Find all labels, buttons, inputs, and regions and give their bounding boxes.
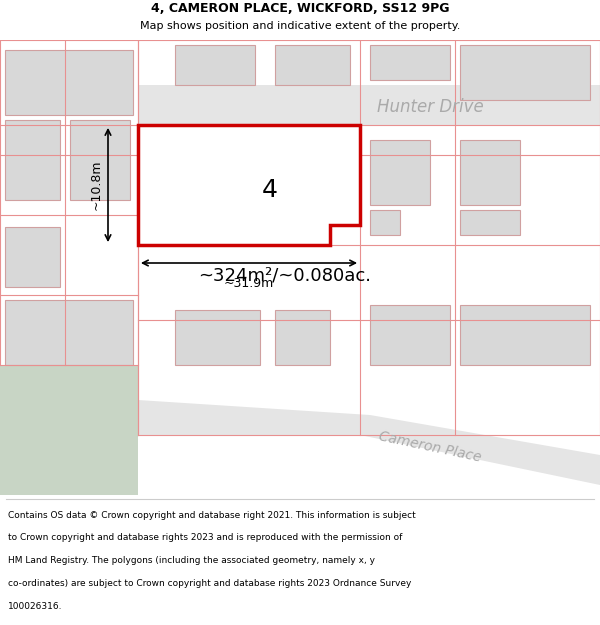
Text: 4, CAMERON PLACE, WICKFORD, SS12 9PG: 4, CAMERON PLACE, WICKFORD, SS12 9PG [151,2,449,15]
Bar [275,45,350,85]
Bar [0,365,138,495]
Bar [5,120,60,200]
Text: to Crown copyright and database rights 2023 and is reproduced with the permissio: to Crown copyright and database rights 2… [8,533,402,542]
Bar [370,305,450,365]
Bar [183,165,251,217]
Text: Map shows position and indicative extent of the property.: Map shows position and indicative extent… [140,21,460,31]
Text: 100026316.: 100026316. [8,602,62,611]
Bar [460,45,590,100]
Bar [460,305,590,365]
Bar [70,120,130,200]
Bar [5,50,133,115]
Text: Hunter Drive: Hunter Drive [377,98,484,116]
Bar [370,210,400,235]
Text: 4: 4 [262,178,278,202]
Bar [370,45,450,80]
Text: Cameron Place: Cameron Place [377,429,482,465]
Bar [5,300,133,365]
Text: ~10.8m: ~10.8m [90,160,103,210]
Polygon shape [138,400,600,485]
Bar [175,130,250,200]
Text: HM Land Registry. The polygons (including the associated geometry, namely x, y: HM Land Registry. The polygons (includin… [8,556,375,565]
Bar [175,45,255,85]
Text: Contains OS data © Crown copyright and database right 2021. This information is : Contains OS data © Crown copyright and d… [8,511,416,519]
Bar [175,203,225,243]
Polygon shape [138,125,360,245]
Bar [275,310,330,365]
Text: co-ordinates) are subject to Crown copyright and database rights 2023 Ordnance S: co-ordinates) are subject to Crown copyr… [8,579,411,588]
Bar [460,140,520,205]
Bar [175,310,260,365]
Bar [460,210,520,235]
Bar [5,227,60,287]
Bar [370,140,430,205]
Text: ~324m²/~0.080ac.: ~324m²/~0.080ac. [199,266,371,284]
Text: ~31.9m: ~31.9m [224,277,274,290]
Polygon shape [138,85,600,125]
